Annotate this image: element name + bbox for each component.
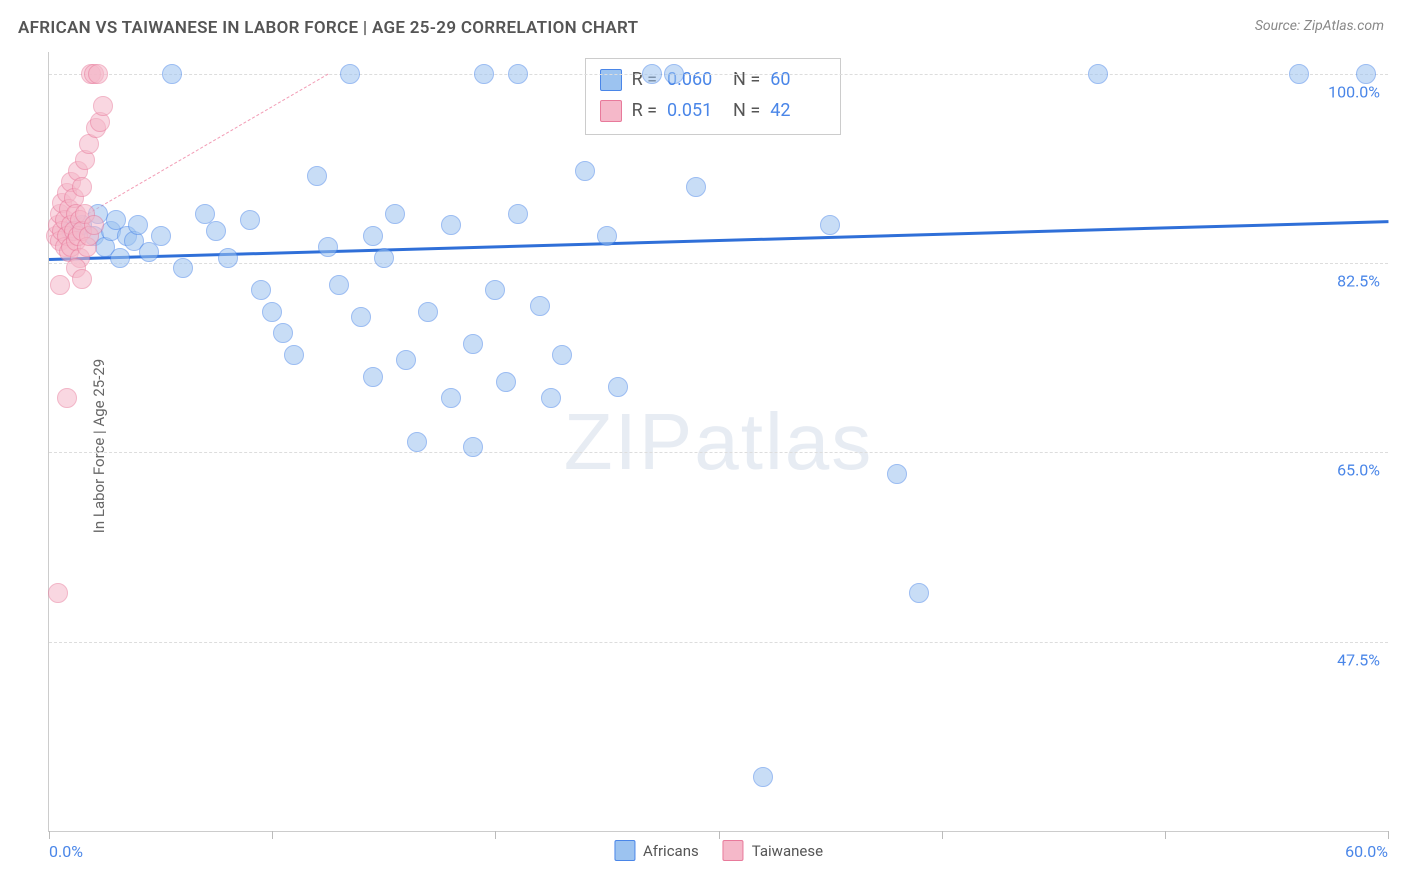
- data-point: [753, 767, 773, 787]
- data-point: [575, 161, 595, 181]
- y-tick-label: 65.0%: [1337, 461, 1380, 480]
- data-point: [218, 248, 238, 268]
- x-tick: [272, 831, 273, 839]
- legend-item-africans: Africans: [614, 840, 699, 861]
- legend-item-taiwanese: Taiwanese: [723, 840, 823, 861]
- data-point: [474, 64, 494, 84]
- data-point: [396, 350, 416, 370]
- x-tick: [1388, 831, 1389, 839]
- stats-swatch-taiwanese: [600, 100, 622, 122]
- data-point: [363, 367, 383, 387]
- data-point: [273, 323, 293, 343]
- data-point: [541, 388, 561, 408]
- x-tick: [49, 831, 50, 839]
- stats-swatch-africans: [600, 69, 622, 91]
- data-point: [441, 388, 461, 408]
- data-point: [441, 215, 461, 235]
- stats-r-taiwanese: 0.051: [667, 96, 723, 127]
- y-tick-label: 100.0%: [1328, 82, 1380, 101]
- data-point: [407, 432, 427, 452]
- x-tick: [1165, 831, 1166, 839]
- data-point: [608, 377, 628, 397]
- data-point: [508, 64, 528, 84]
- x-tick: [495, 831, 496, 839]
- data-point: [508, 204, 528, 224]
- data-point: [418, 302, 438, 322]
- data-point: [50, 275, 70, 295]
- data-point: [485, 280, 505, 300]
- x-tick-min: 0.0%: [49, 842, 83, 861]
- stats-n-africans: 60: [770, 65, 826, 96]
- watermark: ZIPatlas: [564, 396, 873, 488]
- legend-label-taiwanese: Taiwanese: [752, 842, 823, 860]
- data-point: [84, 215, 104, 235]
- data-point: [206, 221, 226, 241]
- x-tick: [719, 831, 720, 839]
- stats-label-n: N =: [733, 65, 760, 96]
- correlation-stats-box: R = 0.060 N = 60 R = 0.051 N = 42: [585, 58, 842, 135]
- y-tick-label: 47.5%: [1337, 650, 1380, 669]
- stats-label-r: R =: [632, 96, 657, 127]
- data-point: [887, 464, 907, 484]
- data-point: [686, 177, 706, 197]
- data-point: [1356, 64, 1376, 84]
- data-point: [642, 64, 662, 84]
- data-point: [530, 296, 550, 316]
- legend-swatch-africans: [614, 840, 635, 861]
- data-point: [57, 388, 77, 408]
- data-point: [329, 275, 349, 295]
- data-point: [162, 64, 182, 84]
- data-point: [128, 215, 148, 235]
- chart-container: AFRICAN VS TAIWANESE IN LABOR FORCE | AG…: [0, 0, 1406, 892]
- y-tick-label: 82.5%: [1337, 271, 1380, 290]
- data-point: [72, 177, 92, 197]
- data-point: [496, 372, 516, 392]
- data-point: [463, 437, 483, 457]
- stats-label-n: N =: [733, 96, 760, 127]
- data-point: [463, 334, 483, 354]
- data-point: [597, 226, 617, 246]
- gridline: [49, 642, 1388, 643]
- data-point: [72, 269, 92, 289]
- data-point: [318, 237, 338, 257]
- x-tick-max: 60.0%: [1345, 842, 1388, 861]
- gridline: [49, 452, 1388, 453]
- data-point: [374, 248, 394, 268]
- data-point: [307, 166, 327, 186]
- data-point: [552, 345, 572, 365]
- chart-title: AFRICAN VS TAIWANESE IN LABOR FORCE | AG…: [18, 18, 638, 38]
- gridline: [49, 263, 1388, 264]
- data-point: [110, 248, 130, 268]
- bottom-legend: Africans Taiwanese: [614, 840, 823, 861]
- data-point: [351, 307, 371, 327]
- data-point: [664, 64, 684, 84]
- data-point: [340, 64, 360, 84]
- data-point: [48, 583, 68, 603]
- x-tick: [942, 831, 943, 839]
- data-point: [173, 258, 193, 278]
- data-point: [93, 96, 113, 116]
- gridline: [49, 74, 1388, 75]
- stats-n-taiwanese: 42: [770, 96, 826, 127]
- legend-swatch-taiwanese: [723, 840, 744, 861]
- watermark-text: ZIPatlas: [564, 397, 873, 486]
- data-point: [262, 302, 282, 322]
- data-point: [240, 210, 260, 230]
- data-point: [1088, 64, 1108, 84]
- legend-label-africans: Africans: [643, 842, 699, 860]
- plot-area: ZIPatlas R = 0.060 N = 60 R = 0.051 N = …: [48, 52, 1388, 832]
- data-point: [284, 345, 304, 365]
- stats-row-africans: R = 0.060 N = 60: [600, 65, 827, 96]
- source-attribution: Source: ZipAtlas.com: [1255, 18, 1384, 34]
- data-point: [151, 226, 171, 246]
- data-point: [909, 583, 929, 603]
- data-point: [363, 226, 383, 246]
- data-point: [820, 215, 840, 235]
- data-point: [1289, 64, 1309, 84]
- data-point: [88, 64, 108, 84]
- data-point: [385, 204, 405, 224]
- data-point: [251, 280, 271, 300]
- stats-row-taiwanese: R = 0.051 N = 42: [600, 96, 827, 127]
